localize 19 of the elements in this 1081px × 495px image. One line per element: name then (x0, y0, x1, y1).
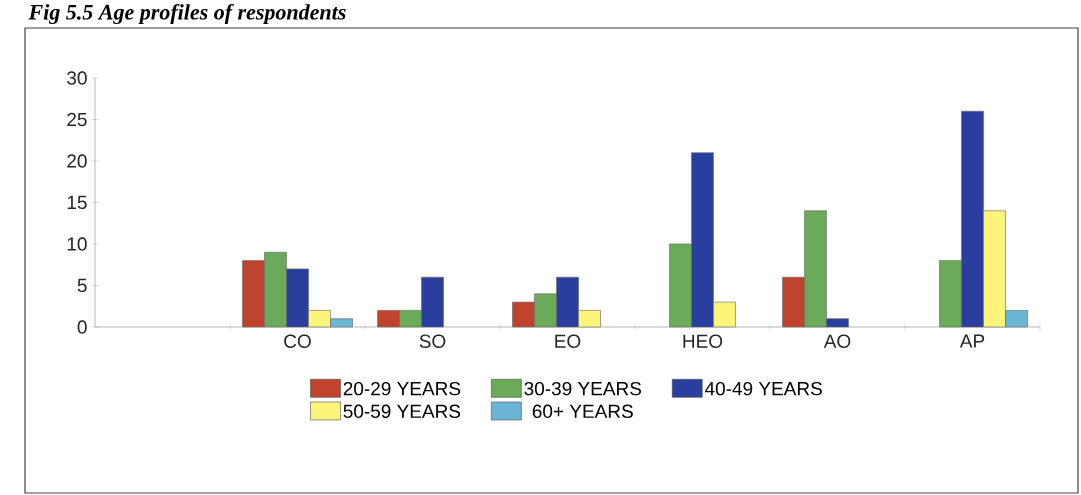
y-tick-label: 10 (67, 237, 87, 251)
legend-label: 50-59 YEARS (343, 404, 461, 419)
y-tick-label: 25 (67, 112, 87, 127)
x-tick-label: AP (959, 334, 985, 348)
y-tick-label: 30 (67, 71, 87, 85)
chart-title: Fig 5.5 Age profiles of respondents (28, 3, 346, 25)
legend-label: 20-29 YEARS (343, 381, 461, 396)
x-tick-label: AO (823, 334, 851, 348)
y-tick-label: 5 (77, 278, 87, 293)
legend-label: 30-39 YEARS (524, 381, 642, 396)
x-tick-label: EO (555, 334, 581, 348)
legend-label: 40-49 YEARS (704, 381, 822, 396)
y-tick-label: 15 (67, 195, 87, 210)
y-tick-label: 0 (77, 320, 87, 334)
x-tick-label: SO (419, 334, 446, 348)
x-tick-label: CO (284, 334, 311, 348)
legend-label: 60+ YEARS (532, 404, 633, 419)
x-tick-label: HEO (683, 334, 723, 348)
y-tick-label: 20 (67, 154, 87, 168)
